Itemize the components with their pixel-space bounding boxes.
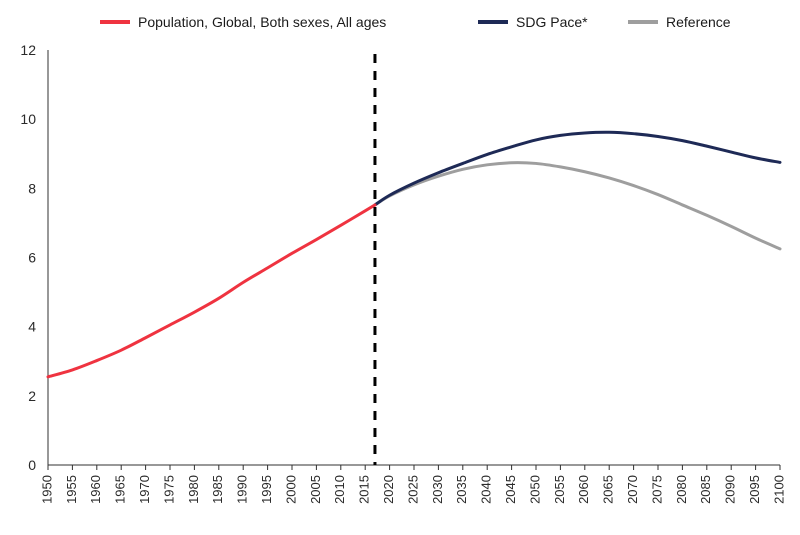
x-tick-label: 2030: [430, 475, 445, 504]
x-tick-label: 2005: [308, 475, 323, 504]
x-tick-label: 1970: [137, 475, 152, 504]
y-tick-label: 10: [20, 111, 36, 127]
legend-swatch-reference: [628, 20, 658, 24]
x-tick-label: 2050: [527, 475, 542, 504]
legend-swatch-population: [100, 20, 130, 24]
x-tick-label: 2025: [405, 475, 420, 504]
x-tick-label: 2000: [283, 475, 298, 504]
y-tick-label: 4: [28, 319, 36, 335]
x-tick-label: 2095: [747, 475, 762, 504]
chart-container: 0 2 4 6 8 10 12 1950 1955 1960 1965 1970 1975 1980 198…: [0, 0, 800, 535]
x-tick-label: 2075: [649, 475, 664, 504]
x-tick-label: 2045: [503, 475, 518, 504]
x-tick-label: 2035: [454, 475, 469, 504]
y-tick-label: 2: [28, 388, 36, 404]
x-tick-label: 2090: [723, 475, 738, 504]
x-tick-label: 1950: [39, 475, 54, 504]
x-tick-label: 1965: [113, 475, 128, 504]
x-tick-label: 1990: [235, 475, 250, 504]
y-tick-label: 8: [28, 180, 36, 196]
line-chart: 0 2 4 6 8 10 12 1950 1955 1960 1965 1970 1975 1980 198…: [0, 0, 800, 535]
x-tick-label: 2015: [357, 475, 372, 504]
legend-label-reference: Reference: [666, 14, 731, 30]
y-tick-label: 0: [28, 457, 36, 473]
legend-label-population: Population, Global, Both sexes, All ages: [138, 14, 386, 30]
x-tick-label: 1980: [186, 475, 201, 504]
x-tick-label: 2085: [698, 475, 713, 504]
legend-label-sdg: SDG Pace*: [516, 14, 588, 30]
legend-swatch-sdg: [478, 20, 508, 24]
x-tick-label: 2055: [552, 475, 567, 504]
x-tick-label: 1985: [210, 475, 225, 504]
x-tick-label: 1955: [64, 475, 79, 504]
chart-bg: [0, 0, 800, 535]
x-tick-label: 1960: [88, 475, 103, 504]
x-tick-label: 1995: [259, 475, 274, 504]
y-tick-label: 12: [20, 42, 36, 58]
x-tick-label: 2100: [771, 475, 786, 504]
x-tick-label: 2010: [332, 475, 347, 504]
x-tick-label: 2060: [576, 475, 591, 504]
x-tick-label: 2070: [625, 475, 640, 504]
x-tick-label: 1975: [161, 475, 176, 504]
x-tick-label: 2080: [674, 475, 689, 504]
x-tick-label: 2020: [381, 475, 396, 504]
x-tick-label: 2040: [479, 475, 494, 504]
y-tick-label: 6: [28, 250, 36, 266]
x-tick-label: 2065: [601, 475, 616, 504]
